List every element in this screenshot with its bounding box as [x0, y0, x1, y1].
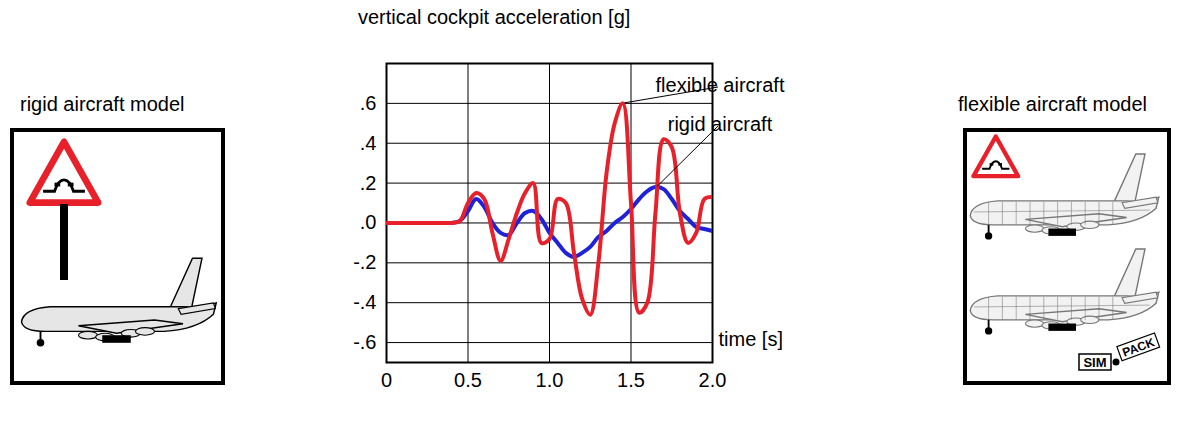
svg-text:2.0: 2.0: [699, 369, 727, 391]
html-text:flexible aircraft model: flexible aircraft model: [958, 93, 1147, 115]
svg-text:.0: .0: [360, 211, 377, 233]
svg-text:1.0: 1.0: [536, 369, 564, 391]
svg-text:.4: .4: [360, 132, 377, 154]
svg-text:SIM: SIM: [1083, 355, 1106, 370]
svg-text:.6: .6: [360, 92, 377, 114]
svg-text:0: 0: [381, 369, 392, 391]
svg-text:flexible aircraft: flexible aircraft: [656, 74, 785, 96]
svg-text:1.5: 1.5: [617, 369, 645, 391]
svg-text:.2: .2: [360, 172, 377, 194]
svg-text:rigid aircraft: rigid aircraft: [668, 113, 773, 135]
svg-text:-.2: -.2: [353, 251, 376, 273]
svg-text:-.6: -.6: [353, 331, 376, 353]
svg-text:time [s]: time [s]: [719, 328, 783, 350]
svg-text:0.5: 0.5: [454, 369, 482, 391]
html-text:vertical cockpit acceleration: vertical cockpit acceleration [g]: [358, 6, 631, 28]
html-text:rigid aircraft model: rigid aircraft model: [20, 93, 185, 115]
svg-text:PACK: PACK: [1120, 335, 1156, 360]
svg-text:-.4: -.4: [353, 291, 376, 313]
